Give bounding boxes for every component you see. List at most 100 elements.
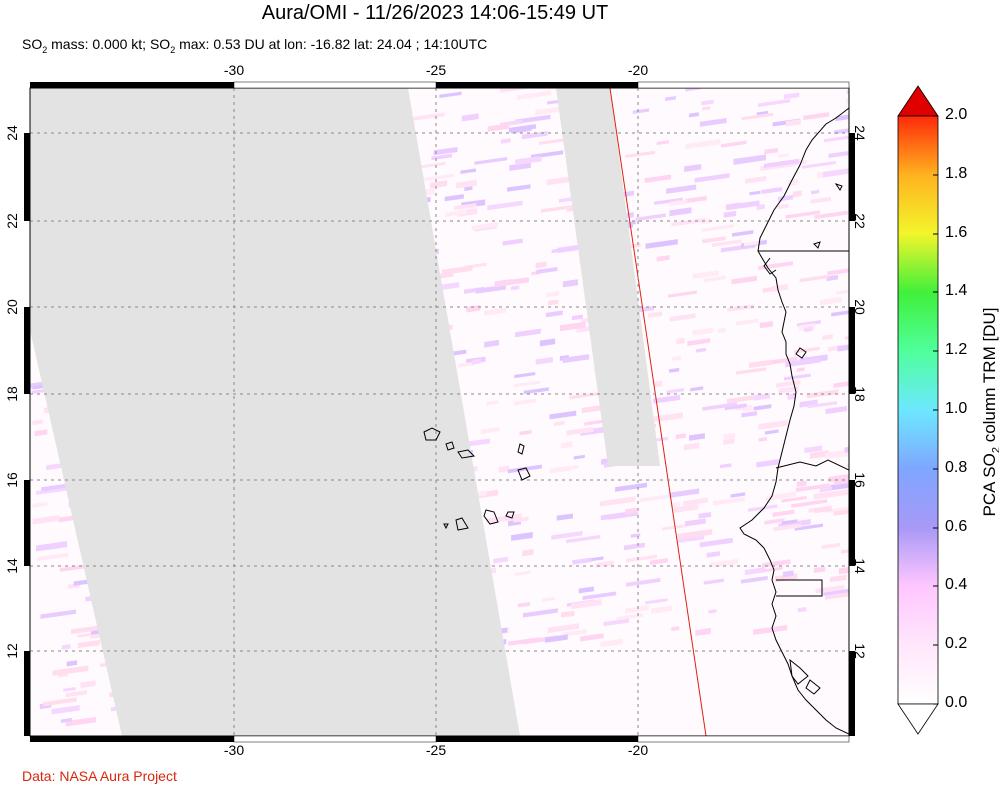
so2-cell [654,380,663,388]
so2-cell [649,558,669,565]
so2-cell [514,570,532,576]
so2-cell [595,46,623,55]
lat-tick-left: 14 [4,558,20,574]
so2-cell [487,123,510,132]
so2-cell [513,380,541,388]
so2-cell [737,7,772,15]
so2-cell [803,112,830,121]
so2-cell [632,108,650,114]
so2-cell [736,367,767,375]
so2-cell [669,367,680,373]
so2-cell [669,313,696,322]
so2-cell [815,584,845,594]
so2-cell [457,208,478,217]
so2-cell [616,613,644,621]
so2-cell [513,516,529,523]
so2-cell [795,483,830,493]
so2-cell [516,90,552,100]
so2-cell [471,358,482,365]
so2-cell [763,34,775,42]
so2-cell [60,717,72,723]
lat-tick-left: 12 [4,643,20,659]
so2-cell [724,403,747,411]
so2-cell [764,147,778,155]
so2-cell [417,41,449,51]
so2-cell [758,261,793,271]
so2-cell [32,501,48,508]
so2-cell [797,606,807,613]
so2-cell [689,433,705,441]
so2-cell [639,494,669,503]
so2-cell [625,507,638,515]
so2-cell [723,210,737,218]
so2-cell [112,72,125,78]
so2-cell [814,210,848,220]
so2-cell [753,18,784,28]
so2-cell [819,296,842,306]
so2-cell [730,492,746,498]
so2-cell [810,196,831,204]
so2-cell [667,70,696,79]
so2-cell [465,48,499,59]
so2-cell [832,25,842,31]
colorbar-tick-label: 1.0 [945,400,968,417]
so2-cell [515,328,541,338]
so2-cell [756,459,780,468]
so2-cell [65,716,97,727]
so2-cell [331,65,353,73]
so2-cell [692,270,719,279]
so2-cell [824,450,845,459]
so2-cell [781,519,798,525]
so2-cell [529,52,563,61]
lat-tick-right: 18 [852,386,868,402]
so2-cell [802,161,836,169]
colorbar-tick-label: 0.0 [945,694,968,711]
so2-cell [480,427,500,434]
so2-cell [804,326,813,333]
so2-cell [546,291,559,298]
so2-cell [580,426,610,436]
colorbar-tick-label: 1.6 [945,224,968,241]
so2-cell [344,65,377,73]
so2-cell [759,76,776,82]
coast-detail-4 [805,679,821,695]
so2-cell [824,504,849,514]
so2-cell [557,244,579,254]
so2-cell [833,380,849,389]
coast-detail-1 [763,257,777,275]
so2-cell [781,496,807,503]
so2-cell [625,150,656,159]
so2-cell [837,341,849,352]
so2-cell [685,88,701,92]
so2-cell [826,274,839,282]
so2-cell [511,532,533,541]
so2-cell [535,356,553,365]
so2-cell [644,37,660,44]
so2-cell [749,190,761,196]
so2-cell [741,112,773,121]
so2-cell [736,318,758,326]
so2-cell [40,609,77,619]
so2-cell [484,339,500,348]
coast-detail-3 [789,658,809,685]
so2-cell [814,506,832,514]
so2-cell [549,465,571,474]
colorbar-tick-label: 0.6 [945,518,968,535]
so2-cell [66,660,77,667]
so2-cell [558,196,575,203]
so2-cell [785,357,821,368]
so2-cell [444,194,464,202]
so2-cell [799,274,829,283]
so2-cell [783,92,800,100]
so2-cell [821,542,840,550]
so2-cell [778,385,799,394]
so2-cell [354,58,381,68]
so2-cell [417,161,446,169]
island-santiago [483,509,499,525]
frame-scale-top [30,81,850,89]
so2-cell [523,608,558,618]
so2-cell [675,433,686,440]
so2-cell [515,114,551,124]
so2-cell [838,564,849,575]
so2-cell [741,411,758,418]
